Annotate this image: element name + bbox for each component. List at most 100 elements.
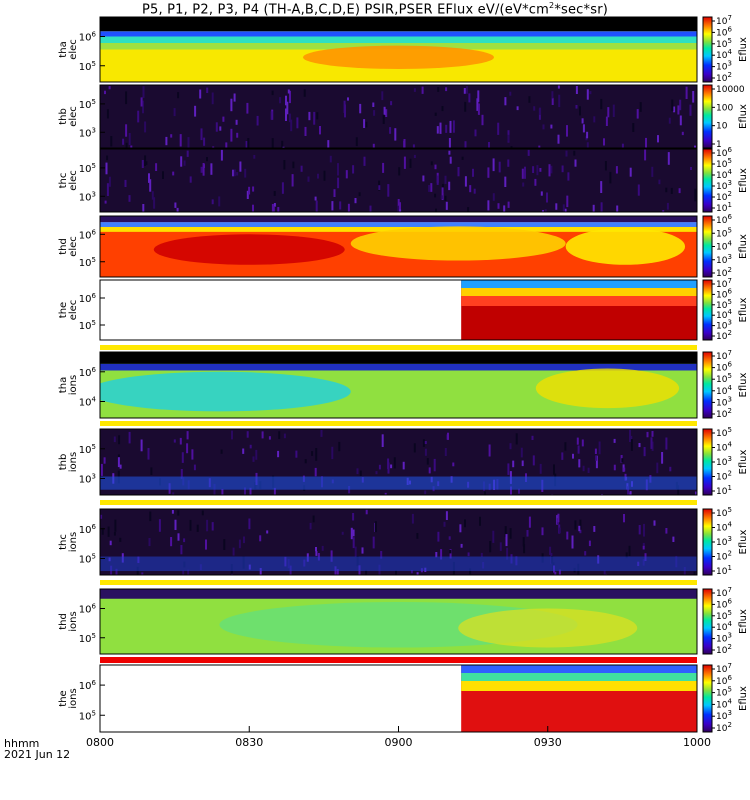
colorbar-tick-label: 103 bbox=[716, 455, 732, 468]
colorbar-tick-label: 103 bbox=[716, 179, 732, 192]
colorbar-tick-label: 101 bbox=[716, 201, 732, 214]
panel-frame bbox=[99, 16, 698, 83]
colorbar-label: Eflux bbox=[738, 529, 749, 554]
colorbar-tick-label: 101 bbox=[716, 564, 732, 577]
coverage-stripe bbox=[100, 657, 697, 663]
y-tick-label: 105 bbox=[79, 98, 96, 111]
title-end: *sec*sr) bbox=[554, 2, 609, 18]
colorbar-tick-label: 104 bbox=[716, 384, 732, 397]
panel-label: theions bbox=[58, 688, 79, 708]
colorbar-tick-label: 107 bbox=[716, 277, 732, 290]
colorbar-label: Eflux bbox=[738, 104, 749, 129]
colorbar-tick-label: 101 bbox=[716, 484, 732, 497]
colorbar-tick-label: 102 bbox=[716, 329, 732, 342]
spectrogram-image bbox=[100, 352, 697, 418]
colorbar-tick-label: 104 bbox=[716, 697, 732, 710]
colorbar-tick-label: 105 bbox=[716, 506, 732, 519]
spectrogram-image bbox=[461, 665, 697, 732]
y-tick-label: 106 bbox=[79, 292, 97, 305]
coverage-stripe bbox=[100, 580, 697, 585]
colorbar-label: Eflux bbox=[738, 37, 749, 62]
colorbar-tick-label: 102 bbox=[716, 470, 732, 483]
y-tick-label: 106 bbox=[79, 31, 97, 44]
title-main: P5, P1, P2, P3, P4 (TH-A,B,C,D,E) PSIR,P… bbox=[141, 2, 550, 18]
title-superscript: 2 bbox=[549, 1, 555, 10]
panel-label: thcions bbox=[58, 532, 79, 552]
colorbar-label: Eflux bbox=[738, 449, 749, 474]
colorbar-label: Eflux bbox=[738, 297, 749, 322]
panel-frame bbox=[99, 428, 698, 496]
panel-frame bbox=[99, 215, 698, 278]
panel-label: thaelec bbox=[58, 39, 79, 60]
colorbar-tick-label: 103 bbox=[716, 395, 732, 408]
colorbar-tick-label: 106 bbox=[716, 597, 732, 610]
y-tick-label: 105 bbox=[79, 709, 96, 722]
y-tick-label: 103 bbox=[79, 190, 96, 203]
colorbar-tick-label: 102 bbox=[716, 721, 732, 734]
colorbar-tick-label: 104 bbox=[716, 168, 732, 181]
colorbar-tick-label: 105 bbox=[716, 37, 732, 50]
colorbar-tick-label: 106 bbox=[716, 213, 732, 226]
panel-label: theelec bbox=[58, 300, 79, 321]
spectrogram-image bbox=[100, 509, 697, 575]
colorbar-tick-label: 105 bbox=[716, 686, 732, 699]
y-tick-label: 106 bbox=[79, 523, 97, 536]
y-tick-label: 105 bbox=[79, 443, 96, 456]
footer: hhmm 2021 Jun 12 bbox=[4, 738, 70, 760]
y-tick-label: 105 bbox=[79, 319, 96, 332]
coverage-stripe bbox=[100, 345, 697, 350]
colorbar-tick-label: 105 bbox=[716, 226, 732, 239]
colorbar-tick-label: 107 bbox=[716, 14, 732, 27]
panel-frame bbox=[99, 508, 698, 576]
x-tick-label: 0930 bbox=[534, 736, 562, 749]
colorbar-tick-label: 102 bbox=[716, 550, 732, 563]
colorbar-label: Eflux bbox=[738, 372, 749, 397]
colorbar-tick-label: 103 bbox=[716, 632, 732, 645]
colorbar-label: Eflux bbox=[738, 686, 749, 711]
colorbar-tick-label: 106 bbox=[716, 287, 732, 300]
coverage-stripe bbox=[100, 421, 697, 426]
colorbar-tick-label: 102 bbox=[716, 190, 732, 203]
colorbar-tick-label: 104 bbox=[716, 48, 732, 61]
colorbar-tick-label: 10 bbox=[716, 122, 728, 132]
colorbar-tick-label: 103 bbox=[716, 319, 732, 332]
spectrogram-image bbox=[100, 85, 697, 148]
x-tick-label: 0800 bbox=[86, 736, 114, 749]
colorbar-label: Eflux bbox=[738, 168, 749, 193]
date-label: 2021 Jun 12 bbox=[4, 748, 71, 761]
y-tick-label: 106 bbox=[79, 679, 97, 692]
panel-label: thcelec bbox=[58, 170, 79, 191]
y-tick-label: 105 bbox=[79, 60, 96, 73]
panel-frame bbox=[99, 84, 698, 149]
panel-frame bbox=[99, 588, 698, 655]
spectrogram-image bbox=[100, 17, 697, 82]
colorbar-tick-label: 105 bbox=[716, 157, 732, 170]
y-tick-label: 104 bbox=[79, 396, 97, 409]
panel-label: thdions bbox=[58, 611, 79, 631]
chart-title: P5, P1, P2, P3, P4 (TH-A,B,C,D,E) PSIR,P… bbox=[0, 1, 750, 17]
colorbar-tick-label: 102 bbox=[716, 266, 732, 279]
colorbar-tick-label: 107 bbox=[716, 349, 732, 362]
colorbar-tick-label: 105 bbox=[716, 609, 732, 622]
colorbar-label: Eflux bbox=[738, 234, 749, 259]
panel-label: thaions bbox=[58, 375, 79, 395]
y-tick-label: 103 bbox=[79, 126, 96, 139]
colorbar-tick-label: 105 bbox=[716, 298, 732, 311]
colorbar-tick-label: 104 bbox=[716, 521, 732, 534]
spectrogram-image bbox=[100, 149, 697, 212]
